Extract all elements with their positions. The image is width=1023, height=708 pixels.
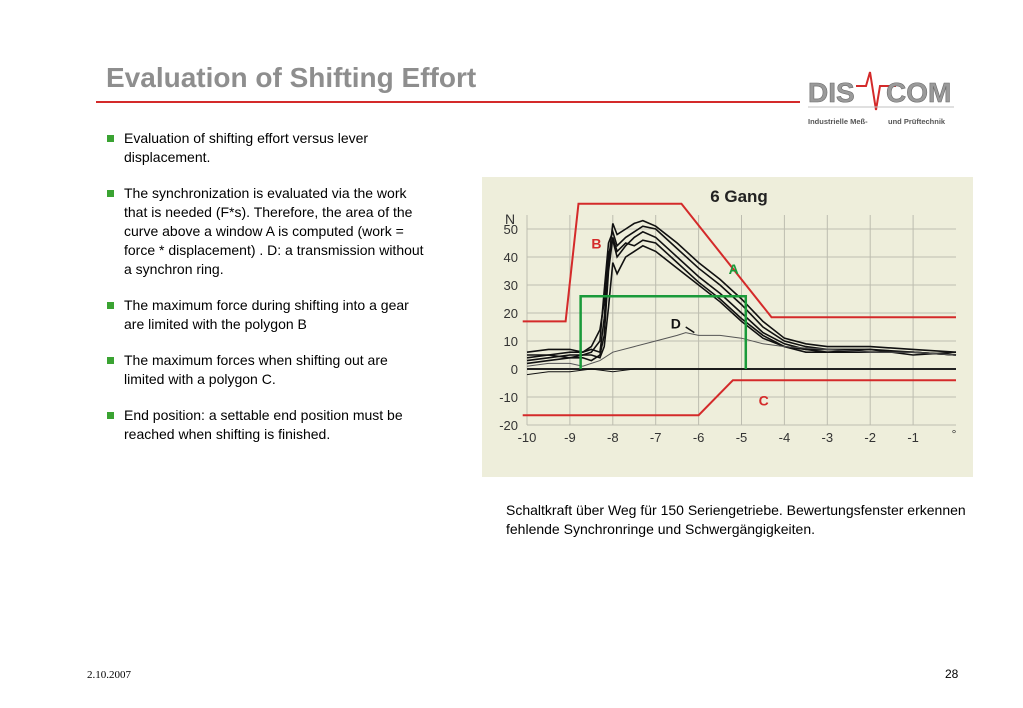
x-tick-label: -4 xyxy=(779,430,791,445)
bullet-item: The synchronization is evaluated via the… xyxy=(100,184,430,279)
bullet-square-icon xyxy=(107,135,114,142)
window-a-label: A xyxy=(729,261,739,277)
logo-tagline-right: und Prüftechnik xyxy=(888,117,946,126)
force-curve xyxy=(526,237,957,365)
force-curve xyxy=(526,244,957,359)
x-tick-label: -7 xyxy=(650,430,662,445)
force-curve xyxy=(526,332,957,367)
bullet-text: Evaluation of shifting effort versus lev… xyxy=(124,130,369,165)
y-tick-label: 40 xyxy=(504,250,518,265)
polygon-c-label: C xyxy=(759,392,769,408)
chart-title: 6 Gang xyxy=(710,187,768,206)
force-curve xyxy=(526,225,957,362)
x-tick-label: -6 xyxy=(693,430,705,445)
page-title: Evaluation of Shifting Effort xyxy=(106,62,477,93)
annotation-d-label: D xyxy=(671,315,681,331)
x-tick-label: -1 xyxy=(907,430,919,445)
footer-date: 2.10.2007 xyxy=(87,669,131,681)
bullet-square-icon xyxy=(107,190,114,197)
evaluation-window-a xyxy=(579,294,748,369)
shifting-force-chart: 6 Gang N ° B C A D -10 -9 -8 -7 -6 -5 -4 -3 -2 -1 50 4… xyxy=(482,177,973,477)
company-logo: DIS COM Industrielle Meß- und Prüftechni… xyxy=(804,60,964,130)
force-curve xyxy=(526,368,751,376)
x-unit-label: ° xyxy=(952,427,957,441)
chart-canvas: 6 Gang N ° B C A D -10 -9 -8 -7 -6 -5 -4 -3 -2 -1 50 4… xyxy=(499,187,957,445)
y-tick-label: 50 xyxy=(504,222,518,237)
logo-signal-line xyxy=(856,71,896,111)
x-tick-label: -2 xyxy=(864,430,876,445)
bullet-text: End position: a settable end position mu… xyxy=(124,407,403,442)
bullet-square-icon xyxy=(107,302,114,309)
x-tick-label: -10 xyxy=(518,430,537,445)
x-tick-label: -8 xyxy=(607,430,619,445)
discom-logo-graphic: DIS COM Industrielle Meß- und Prüftechni… xyxy=(808,71,954,126)
bullet-square-icon xyxy=(107,357,114,364)
title-underline xyxy=(96,101,800,103)
y-unit-label: N xyxy=(505,211,515,227)
logo-tagline-left: Industrielle Meß- xyxy=(808,117,868,126)
y-tick-label: 10 xyxy=(504,334,518,349)
bullet-item: The maximum force during shifting into a… xyxy=(100,296,430,334)
bullet-text: The synchronization is evaluated via the… xyxy=(124,185,424,277)
bullet-list: Evaluation of shifting effort versus lev… xyxy=(100,129,430,461)
y-tick-label: -20 xyxy=(499,418,518,433)
chart-caption: Schaltkraft über Weg für 150 Seriengetri… xyxy=(506,502,966,537)
bullet-text: The maximum forces when shifting out are… xyxy=(124,352,388,387)
bullet-item: Evaluation of shifting effort versus lev… xyxy=(100,129,430,167)
annotation-d-arrow-icon xyxy=(685,326,695,334)
bullet-square-icon xyxy=(107,412,114,419)
logo-right-text: COM xyxy=(886,77,951,108)
x-tick-label: -3 xyxy=(822,430,834,445)
x-tick-label: -9 xyxy=(564,430,576,445)
y-tick-label: 0 xyxy=(511,362,518,377)
bullet-item: End position: a settable end position mu… xyxy=(100,406,430,444)
polygon-b-label: B xyxy=(591,236,601,252)
logo-left-text: DIS xyxy=(808,77,855,108)
y-tick-label: 30 xyxy=(504,278,518,293)
y-tick-label: -10 xyxy=(499,390,518,405)
bullet-text: The maximum force during shifting into a… xyxy=(124,297,409,332)
y-tick-label: 20 xyxy=(504,306,518,321)
force-curve xyxy=(527,219,957,356)
bullet-item: The maximum forces when shifting out are… xyxy=(100,351,430,389)
x-tick-label: -5 xyxy=(736,430,748,445)
limit-polygon-b xyxy=(522,202,956,323)
limit-polygon-c xyxy=(522,379,956,417)
page-number: 28 xyxy=(945,667,959,681)
